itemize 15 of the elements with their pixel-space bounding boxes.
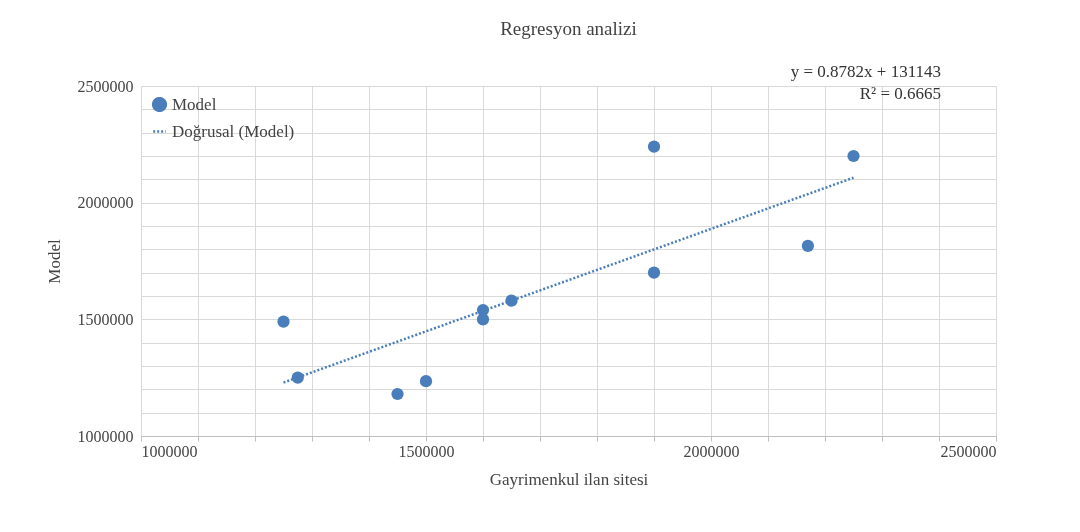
x-tick-label: 1500000 (398, 442, 455, 460)
text: y = 0.8782x + 131143 (790, 62, 941, 81)
legend-label: Doğrusal (Model) (172, 121, 295, 141)
legend-label: Model (172, 94, 217, 114)
x-axis-title: Gayrimenkul ilan sitesi (489, 469, 649, 489)
y-tick-label: 2500000 (77, 77, 134, 95)
x-tick-label: 2000000 (683, 442, 740, 460)
x-tick-label: 2500000 (940, 442, 997, 460)
y-axis-title: Model (44, 239, 64, 284)
y-tick-label: 1000000 (77, 427, 134, 445)
y-tick-label: 2000000 (77, 194, 134, 212)
x-tick-label: 1000000 (141, 442, 198, 460)
chart-title: Regresyon analizi (500, 18, 637, 39)
y-tick-label: 1500000 (77, 310, 134, 328)
annotation: R² = 0.6665 (859, 84, 941, 103)
